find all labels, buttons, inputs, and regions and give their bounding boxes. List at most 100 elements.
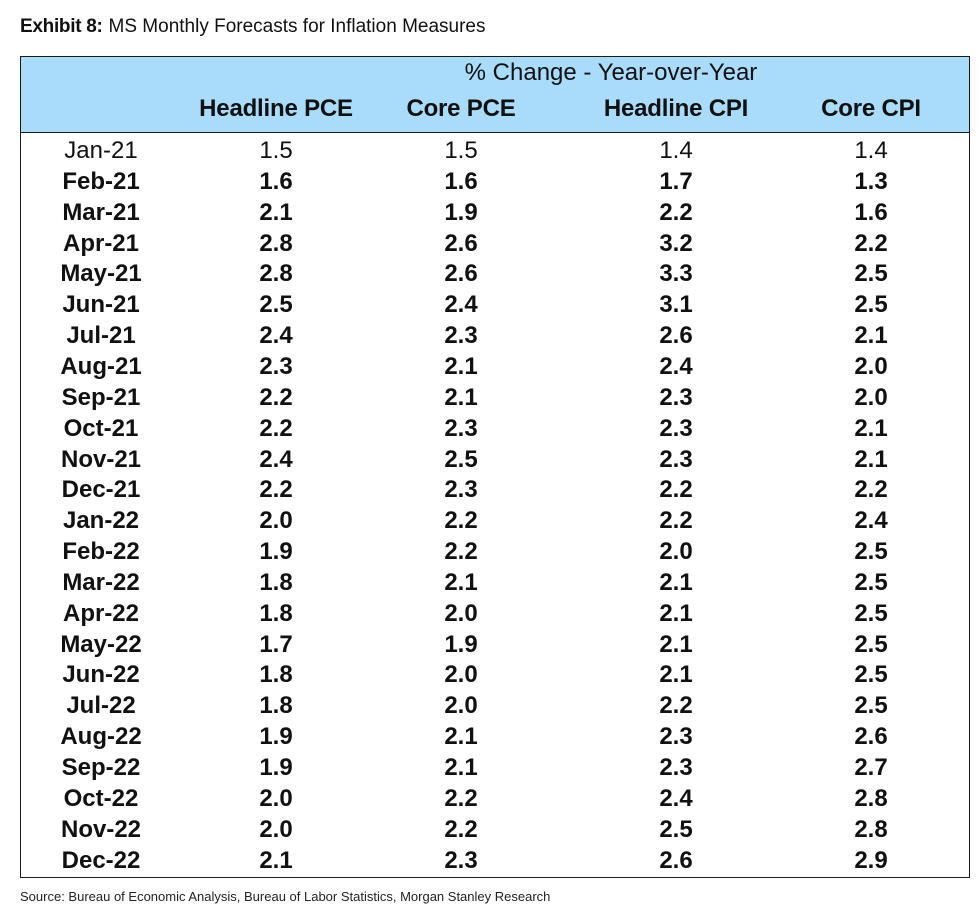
cell-headline-cpi: 2.2 (659, 507, 693, 535)
cell-core-pce: 2.2 (444, 815, 478, 843)
cell-headline-pce: 1.6 (259, 167, 293, 195)
cell-headline-pce: 1.7 (259, 630, 293, 658)
cell-core-cpi: 2.5 (854, 260, 888, 288)
row-month-label: Feb-21 (62, 167, 140, 195)
cell-headline-pce: 1.9 (259, 754, 293, 781)
cell-headline-cpi: 3.3 (659, 260, 693, 288)
table-row: Aug-21 2.3 2.1 2.4 2.0 (21, 351, 969, 382)
row-month-label: Dec-21 (61, 476, 141, 504)
exhibit-title: Exhibit 8: MS Monthly Forecasts for Infla… (20, 16, 486, 38)
table-row: Nov-21 2.4 2.5 2.3 2.1 (21, 444, 969, 475)
cell-headline-pce: 1.8 (259, 692, 293, 720)
table-row: Jun-22 1.8 2.0 2.1 2.5 (21, 659, 969, 690)
cell-headline-cpi: 2.4 (659, 352, 693, 380)
cell-headline-pce: 2.4 (259, 445, 293, 473)
cell-core-cpi: 2.5 (854, 538, 888, 566)
table-header: % Change - Year-over-Year Headline PCE C… (21, 57, 969, 133)
row-month-label: Mar-21 (62, 198, 140, 226)
row-month-label: Jun-21 (62, 291, 140, 319)
table-row: Feb-22 1.9 2.2 2.0 2.5 (21, 536, 969, 567)
table-row: Oct-21 2.2 2.3 2.3 2.1 (21, 413, 969, 444)
row-month-label: Oct-21 (63, 414, 139, 442)
cell-headline-pce: 2.8 (259, 229, 293, 257)
cell-core-cpi: 2.1 (854, 322, 888, 350)
column-header-core-cpi: Core CPI (821, 95, 921, 122)
cell-core-pce: 2.1 (444, 754, 478, 781)
cell-headline-cpi: 2.3 (659, 445, 693, 473)
cell-core-pce: 2.3 (444, 476, 478, 504)
row-month-label: Nov-22 (60, 815, 142, 843)
cell-core-pce: 2.3 (444, 322, 478, 350)
cell-headline-cpi: 2.0 (659, 538, 693, 566)
row-month-label: Apr-21 (62, 229, 140, 257)
table-row: Jan-22 2.0 2.2 2.2 2.4 (21, 505, 969, 536)
cell-headline-pce: 2.4 (259, 322, 293, 350)
row-month-label: Sep-21 (61, 383, 141, 411)
cell-core-cpi: 1.6 (854, 198, 888, 226)
cell-core-pce: 2.1 (444, 568, 478, 596)
row-month-label: Nov-21 (60, 445, 142, 473)
cell-headline-pce: 2.0 (259, 507, 293, 535)
cell-headline-cpi: 3.2 (659, 229, 693, 257)
cell-headline-cpi: 2.3 (659, 414, 693, 442)
row-month-label: Jan-22 (62, 507, 140, 535)
forecast-table: % Change - Year-over-Year Headline PCE C… (20, 56, 970, 878)
cell-core-pce: 1.5 (444, 137, 478, 164)
table-row: Apr-21 2.8 2.6 3.2 2.2 (21, 228, 969, 259)
row-month-label: Aug-22 (60, 723, 142, 751)
cell-headline-pce: 2.0 (259, 815, 293, 843)
cell-headline-cpi: 2.3 (659, 754, 693, 781)
cell-headline-cpi: 2.6 (659, 846, 693, 874)
column-header-core-pce: Core PCE (406, 95, 516, 122)
cell-core-cpi: 2.2 (854, 476, 888, 504)
cell-headline-cpi: 2.3 (659, 723, 693, 751)
table-row: Nov-22 2.0 2.2 2.5 2.8 (21, 814, 969, 845)
cell-headline-cpi: 3.1 (659, 291, 693, 319)
cell-headline-cpi: 2.2 (659, 476, 693, 504)
exhibit-label: Exhibit 8: (20, 16, 103, 37)
cell-headline-pce: 1.8 (259, 599, 293, 627)
cell-headline-pce: 1.9 (259, 538, 293, 566)
cell-headline-cpi: 1.4 (659, 137, 693, 164)
cell-core-cpi: 2.1 (854, 414, 888, 442)
cell-core-cpi: 2.6 (854, 723, 888, 751)
table-row: May-22 1.7 1.9 2.1 2.5 (21, 629, 969, 660)
table-row: Mar-22 1.8 2.1 2.1 2.5 (21, 567, 969, 598)
row-month-label: Feb-22 (62, 538, 140, 566)
cell-core-pce: 2.0 (444, 692, 478, 720)
table-row: Feb-21 1.6 1.6 1.7 1.3 (21, 166, 969, 197)
row-month-label: Sep-22 (61, 754, 141, 781)
table-row: Mar-21 2.1 1.9 2.2 1.6 (21, 197, 969, 228)
cell-headline-pce: 2.5 (259, 291, 293, 319)
cell-core-pce: 1.9 (444, 198, 478, 226)
cell-headline-pce: 2.1 (259, 846, 293, 874)
cell-headline-pce: 1.8 (259, 661, 293, 689)
cell-core-cpi: 2.2 (854, 229, 888, 257)
cell-headline-pce: 2.2 (259, 414, 293, 442)
table-row: Sep-22 1.9 2.1 2.3 2.7 (21, 752, 969, 783)
table-row: Oct-22 2.0 2.2 2.4 2.8 (21, 783, 969, 814)
table-row: Dec-22 2.1 2.3 2.6 2.9 (21, 845, 969, 876)
cell-headline-cpi: 2.1 (659, 599, 693, 627)
cell-headline-pce: 2.1 (259, 198, 293, 226)
cell-core-cpi: 2.9 (854, 846, 888, 874)
cell-headline-cpi: 2.1 (659, 630, 693, 658)
cell-core-cpi: 2.7 (854, 754, 888, 781)
cell-core-cpi: 2.5 (854, 630, 888, 658)
cell-core-pce: 2.3 (444, 846, 478, 874)
column-header-headline-pce: Headline PCE (199, 95, 353, 122)
table-row: May-21 2.8 2.6 3.3 2.5 (21, 258, 969, 289)
cell-core-pce: 2.4 (444, 291, 478, 319)
cell-headline-cpi: 2.1 (659, 568, 693, 596)
row-month-label: Jan-21 (64, 137, 138, 164)
table-row: Jul-21 2.4 2.3 2.6 2.1 (21, 320, 969, 351)
cell-headline-cpi: 2.5 (659, 815, 693, 843)
cell-core-cpi: 2.8 (854, 815, 888, 843)
cell-core-cpi: 2.5 (854, 599, 888, 627)
cell-core-pce: 2.6 (444, 229, 478, 257)
cell-core-pce: 2.1 (444, 723, 478, 751)
cell-headline-pce: 1.5 (259, 137, 293, 164)
cell-headline-pce: 2.8 (259, 260, 293, 288)
cell-headline-pce: 2.2 (259, 476, 293, 504)
cell-core-cpi: 2.5 (854, 568, 888, 596)
